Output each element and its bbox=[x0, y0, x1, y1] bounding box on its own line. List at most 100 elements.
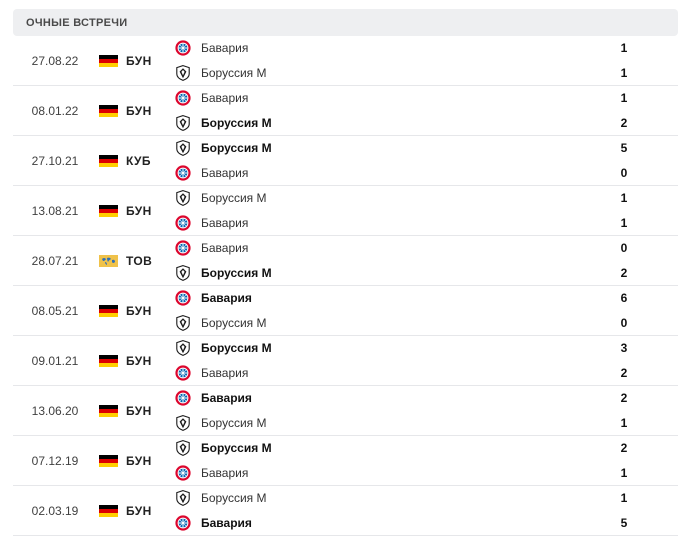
bayern-crest-icon bbox=[175, 365, 191, 381]
home-team-row: Боруссия М 1 bbox=[169, 186, 678, 211]
competition: ТОВ bbox=[97, 236, 169, 285]
away-team-row: Боруссия М 1 bbox=[169, 61, 678, 86]
germany-flag-icon bbox=[99, 154, 118, 167]
team-score: 6 bbox=[620, 291, 628, 306]
team-score: 1 bbox=[620, 41, 628, 56]
gladbach-crest-icon bbox=[175, 340, 191, 357]
home-team-row: Бавария 1 bbox=[169, 36, 678, 61]
team-name: Боруссия М bbox=[201, 441, 272, 456]
match-date: 08.01.22 bbox=[31, 103, 79, 118]
team-score: 2 bbox=[620, 441, 628, 456]
match-row[interactable]: 28.07.21 ТОВ Бавария 0 Боруссия М 2 bbox=[13, 236, 678, 286]
teams: Бавария 1 Боруссия М 1 bbox=[169, 36, 678, 85]
match-date: 07.12.19 bbox=[31, 453, 79, 468]
team-score: 1 bbox=[620, 91, 628, 106]
home-team-row: Боруссия М 1 bbox=[169, 486, 678, 511]
match-row[interactable]: 13.06.20 БУН Бавария 2 Боруссия М 1 bbox=[13, 386, 678, 436]
team-score: 2 bbox=[620, 265, 628, 280]
competition: БУН bbox=[97, 286, 169, 335]
match-row[interactable]: 09.01.21 БУН Боруссия М 3 Бавария 2 bbox=[13, 336, 678, 386]
team-score: 2 bbox=[620, 365, 628, 380]
competition: КУБ bbox=[97, 136, 169, 185]
team-name: Боруссия М bbox=[201, 65, 267, 80]
competition: БУН bbox=[97, 86, 169, 135]
team-name: Боруссия М bbox=[201, 491, 267, 506]
team-name: Боруссия М bbox=[201, 191, 267, 206]
team-name: Боруссия М bbox=[201, 265, 272, 280]
team-name: Бавария bbox=[201, 515, 252, 530]
away-team-row: Бавария 0 bbox=[169, 161, 678, 186]
match-row[interactable]: 02.03.19 БУН Боруссия М 1 Бавария 5 bbox=[13, 486, 678, 536]
match-row[interactable]: 27.10.21 КУБ Боруссия М 5 Бавария 0 bbox=[13, 136, 678, 186]
bayern-crest-icon bbox=[175, 40, 191, 56]
gladbach-crest-icon bbox=[175, 264, 191, 281]
team-score: 0 bbox=[620, 241, 628, 256]
teams: Боруссия М 1 Бавария 1 bbox=[169, 186, 678, 235]
match-row[interactable]: 08.05.21 БУН Бавария 6 Боруссия М 0 bbox=[13, 286, 678, 336]
teams: Бавария 6 Боруссия М 0 bbox=[169, 286, 678, 335]
section-header: ОЧНЫЕ ВСТРЕЧИ bbox=[13, 9, 678, 36]
germany-flag-icon bbox=[99, 204, 118, 217]
competition-label: КУБ bbox=[126, 153, 151, 168]
gladbach-crest-icon bbox=[175, 140, 191, 157]
bayern-crest-icon bbox=[175, 290, 191, 306]
team-score: 1 bbox=[620, 191, 628, 206]
team-score: 1 bbox=[620, 491, 628, 506]
away-team-row: Боруссия М 0 bbox=[169, 311, 678, 336]
competition-label: БУН bbox=[126, 453, 152, 468]
team-name: Бавария bbox=[201, 91, 249, 106]
gladbach-crest-icon bbox=[175, 440, 191, 457]
match-date: 27.08.22 bbox=[31, 53, 79, 68]
competition-label: БУН bbox=[126, 353, 152, 368]
world-flag-icon bbox=[99, 254, 118, 267]
bayern-crest-icon bbox=[175, 165, 191, 181]
competition-label: ТОВ bbox=[126, 253, 153, 268]
gladbach-crest-icon bbox=[175, 314, 191, 331]
germany-flag-icon bbox=[99, 304, 118, 317]
gladbach-crest-icon bbox=[175, 114, 191, 131]
teams: Боруссия М 2 Бавария 1 bbox=[169, 436, 678, 485]
teams: Бавария 0 Боруссия М 2 bbox=[169, 236, 678, 285]
teams: Боруссия М 3 Бавария 2 bbox=[169, 336, 678, 385]
germany-flag-icon bbox=[99, 354, 118, 367]
home-team-row: Боруссия М 2 bbox=[169, 436, 678, 461]
away-team-row: Бавария 2 bbox=[169, 361, 678, 386]
team-name: Бавария bbox=[201, 365, 249, 380]
away-team-row: Боруссия М 2 bbox=[169, 111, 678, 136]
germany-flag-icon bbox=[99, 404, 118, 417]
teams: Бавария 2 Боруссия М 1 bbox=[169, 386, 678, 435]
match-date: 08.05.21 bbox=[31, 303, 79, 318]
bayern-crest-icon bbox=[175, 465, 191, 481]
gladbach-crest-icon bbox=[175, 490, 191, 507]
match-date: 09.01.21 bbox=[31, 353, 79, 368]
germany-flag-icon bbox=[99, 104, 118, 117]
home-team-row: Боруссия М 5 bbox=[169, 136, 678, 161]
team-score: 1 bbox=[620, 415, 628, 430]
team-name: Боруссия М bbox=[201, 315, 267, 330]
competition-label: БУН bbox=[126, 103, 152, 118]
competition-label: БУН bbox=[126, 53, 152, 68]
home-team-row: Бавария 0 bbox=[169, 236, 678, 261]
team-name: Бавария bbox=[201, 465, 249, 480]
team-score: 1 bbox=[620, 465, 628, 480]
team-score: 2 bbox=[620, 391, 628, 406]
home-team-row: Бавария 6 bbox=[169, 286, 678, 311]
team-name: Боруссия М bbox=[201, 341, 272, 356]
away-team-row: Бавария 1 bbox=[169, 461, 678, 486]
team-score: 2 bbox=[620, 115, 628, 130]
away-team-row: Бавария 5 bbox=[169, 511, 678, 536]
gladbach-crest-icon bbox=[175, 64, 191, 81]
match-row[interactable]: 08.01.22 БУН Бавария 1 Боруссия М 2 bbox=[13, 86, 678, 136]
match-row[interactable]: 13.08.21 БУН Боруссия М 1 Бавария 1 bbox=[13, 186, 678, 236]
section-title: ОЧНЫЕ ВСТРЕЧИ bbox=[26, 16, 128, 29]
bayern-crest-icon bbox=[175, 215, 191, 231]
team-name: Боруссия М bbox=[201, 415, 267, 430]
teams: Бавария 1 Боруссия М 2 bbox=[169, 86, 678, 135]
away-team-row: Боруссия М 1 bbox=[169, 411, 678, 436]
match-date: 28.07.21 bbox=[31, 253, 79, 268]
team-name: Бавария bbox=[201, 41, 249, 56]
bayern-crest-icon bbox=[175, 240, 191, 256]
match-row[interactable]: 07.12.19 БУН Боруссия М 2 Бавария 1 bbox=[13, 436, 678, 486]
match-row[interactable]: 27.08.22 БУН Бавария 1 Боруссия М 1 bbox=[13, 36, 678, 86]
match-date: 13.08.21 bbox=[31, 203, 79, 218]
